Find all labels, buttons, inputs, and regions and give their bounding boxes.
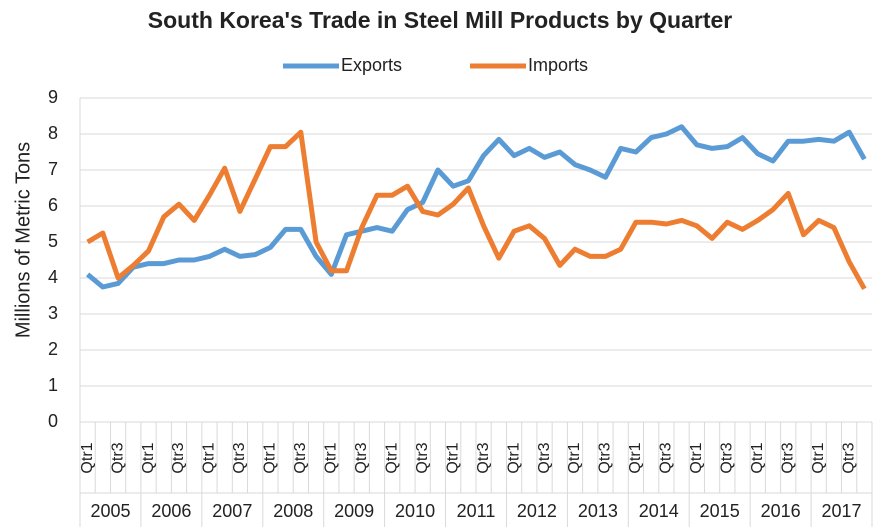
x-tick-label: Qtr1 bbox=[810, 442, 827, 473]
year-label: 2011 bbox=[457, 501, 496, 521]
year-label: 2012 bbox=[517, 501, 557, 521]
x-tick-label: Qtr3 bbox=[475, 442, 492, 473]
chart-title: South Korea's Trade in Steel Mill Produc… bbox=[148, 7, 732, 33]
x-tick-label: Qtr3 bbox=[109, 442, 126, 473]
year-label: 2006 bbox=[151, 501, 191, 521]
x-tick-label: Qtr3 bbox=[597, 442, 614, 473]
y-tick-label: 2 bbox=[48, 339, 58, 359]
x-tick-label: Qtr1 bbox=[140, 442, 157, 473]
x-tick-label: Qtr3 bbox=[536, 442, 553, 473]
x-tick-label: Qtr3 bbox=[231, 442, 248, 473]
x-tick-label: Qtr1 bbox=[79, 442, 96, 473]
y-tick-label: 5 bbox=[48, 231, 58, 251]
y-tick-label: 1 bbox=[48, 375, 58, 395]
y-tick-label: 6 bbox=[48, 195, 58, 215]
x-tick-label: Qtr1 bbox=[383, 442, 400, 473]
y-tick-label: 3 bbox=[48, 303, 58, 323]
y-tick-label: 8 bbox=[48, 123, 58, 143]
year-label: 2009 bbox=[334, 501, 374, 521]
x-tick-label: Qtr3 bbox=[292, 442, 309, 473]
year-label: 2005 bbox=[90, 501, 130, 521]
y-tick-label: 7 bbox=[48, 159, 58, 179]
x-tick-label: Qtr3 bbox=[170, 442, 187, 473]
y-tick-label: 0 bbox=[48, 411, 58, 431]
x-tick-label: Qtr3 bbox=[658, 442, 675, 473]
x-tick-label: Qtr3 bbox=[840, 442, 857, 473]
data-line bbox=[86, 129, 867, 291]
year-label: 2013 bbox=[578, 501, 618, 521]
year-label: 2015 bbox=[700, 501, 740, 521]
year-label: 2008 bbox=[273, 501, 313, 521]
year-label: 2016 bbox=[761, 501, 801, 521]
x-tick-label: Qtr1 bbox=[201, 442, 218, 473]
data-line bbox=[86, 124, 867, 290]
x-tick-label: Qtr3 bbox=[353, 442, 370, 473]
x-tick-label: Qtr1 bbox=[262, 442, 279, 473]
y-axis-label: Millions of Metric Tons bbox=[12, 142, 34, 338]
x-tick-label: Qtr1 bbox=[566, 442, 583, 473]
y-tick-label: 9 bbox=[48, 87, 58, 107]
year-label: 2017 bbox=[822, 501, 862, 521]
x-tick-label: Qtr1 bbox=[688, 442, 705, 473]
y-tick-label: 4 bbox=[48, 267, 58, 287]
x-tick-label: Qtr1 bbox=[749, 442, 766, 473]
year-label: 2010 bbox=[395, 501, 435, 521]
year-label: 2014 bbox=[639, 501, 679, 521]
x-tick-label: Qtr3 bbox=[719, 442, 736, 473]
legend-label: Imports bbox=[528, 55, 588, 75]
x-tick-label: Qtr1 bbox=[627, 442, 644, 473]
x-tick-label: Qtr1 bbox=[323, 442, 340, 473]
year-label: 2007 bbox=[212, 501, 252, 521]
legend-label: Exports bbox=[341, 55, 402, 75]
x-tick-label: Qtr3 bbox=[414, 442, 431, 473]
x-tick-label: Qtr1 bbox=[505, 442, 522, 473]
x-tick-label: Qtr1 bbox=[444, 442, 461, 473]
x-tick-label: Qtr3 bbox=[779, 442, 796, 473]
